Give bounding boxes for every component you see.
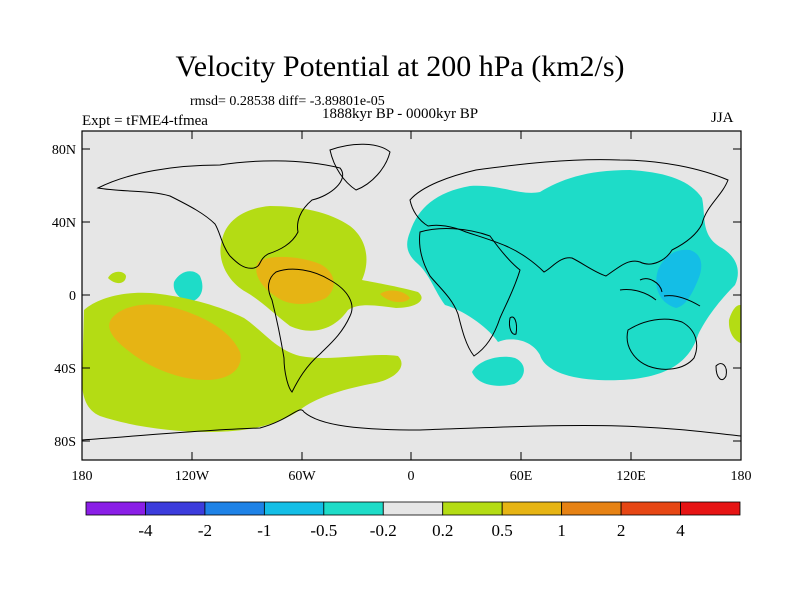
coastlines bbox=[82, 143, 741, 441]
period-text: 1888kyr BP - 0000kyr BP bbox=[322, 106, 479, 122]
colorbar-label: -0.5 bbox=[310, 521, 337, 540]
lon-label: 180 bbox=[72, 469, 93, 484]
contour-fill-layer bbox=[82, 170, 741, 432]
colorbar-label: -0.2 bbox=[370, 521, 397, 540]
longitude-labels: 180 120W 60W 0 60E 120E 180 bbox=[72, 469, 752, 484]
stats-text: rmsd= 0.28538 diff= -3.89801e-05 bbox=[190, 94, 385, 109]
colorbar-label: 2 bbox=[617, 521, 626, 540]
coastline-north-america bbox=[96, 160, 343, 269]
lon-label: 180 bbox=[731, 469, 752, 484]
colorbar-label: 0.2 bbox=[432, 521, 453, 540]
colorbar-swatch bbox=[620, 501, 681, 516]
colorbar-swatch bbox=[85, 501, 146, 516]
coastline-south-america bbox=[268, 268, 353, 393]
colorbar bbox=[85, 501, 741, 516]
plot-title: Velocity Potential at 200 hPa (km2/s) bbox=[175, 50, 625, 83]
contour-dateline-blob bbox=[728, 305, 741, 344]
coastline-madagascar bbox=[509, 316, 517, 335]
lon-label: 120W bbox=[175, 469, 210, 484]
coastline-australia bbox=[626, 318, 698, 370]
lon-label: 60E bbox=[510, 469, 533, 484]
coastline-maritime-continent bbox=[619, 278, 701, 307]
colorbar-label: -1 bbox=[257, 521, 271, 540]
colorbar-swatch bbox=[442, 501, 503, 516]
colorbar-swatch bbox=[501, 501, 563, 516]
lon-label: 60W bbox=[288, 469, 316, 484]
contour-east-pacific-blob bbox=[173, 271, 203, 302]
latitude-labels: 80N 40N 0 40S 80S bbox=[52, 143, 76, 450]
colorbar-swatch bbox=[204, 501, 265, 516]
colorbar-swatch bbox=[382, 501, 444, 516]
coastline-africa bbox=[419, 228, 521, 357]
colorbar-swatch bbox=[680, 501, 741, 516]
coastline-antarctica bbox=[82, 409, 741, 441]
lat-label: 80N bbox=[52, 143, 76, 158]
contour-hawaii-blob bbox=[108, 271, 126, 284]
colorbar-swatch bbox=[263, 501, 325, 516]
coastline-greenland bbox=[329, 143, 391, 191]
axis-ticks bbox=[81, 131, 742, 460]
lat-label: 40S bbox=[54, 362, 76, 377]
contour-south-atlantic-blob bbox=[472, 356, 524, 386]
colorbar-labels: -4 -2 -1 -0.5 -0.2 0.2 0.5 1 2 4 bbox=[138, 521, 685, 540]
lon-label: 0 bbox=[408, 469, 415, 484]
lon-label: 120E bbox=[616, 469, 646, 484]
colorbar-label: 1 bbox=[557, 521, 566, 540]
contour-caribbean-core bbox=[256, 256, 334, 304]
season-label: JJA bbox=[711, 110, 734, 126]
colorbar-swatch bbox=[561, 501, 622, 516]
colorbar-label: -4 bbox=[138, 521, 153, 540]
coastline-eurasia bbox=[409, 159, 729, 277]
colorbar-label: 0.5 bbox=[492, 521, 513, 540]
lat-label: 0 bbox=[69, 289, 76, 304]
colorbar-swatch bbox=[145, 501, 206, 516]
lat-label: 40N bbox=[52, 216, 76, 231]
contour-west-pacific-core bbox=[656, 249, 702, 308]
colorbar-label: -2 bbox=[198, 521, 212, 540]
experiment-label: Expt = tFME4-tfmea bbox=[82, 113, 208, 129]
colorbar-swatch bbox=[323, 501, 384, 516]
lat-label: 80S bbox=[54, 435, 76, 450]
contour-atlantic-core bbox=[380, 290, 410, 303]
colorbar-label: 4 bbox=[676, 521, 685, 540]
coastline-new-zealand bbox=[715, 363, 727, 381]
contour-asia-indian-ocean bbox=[407, 170, 738, 381]
contour-south-pacific-core bbox=[109, 304, 241, 380]
